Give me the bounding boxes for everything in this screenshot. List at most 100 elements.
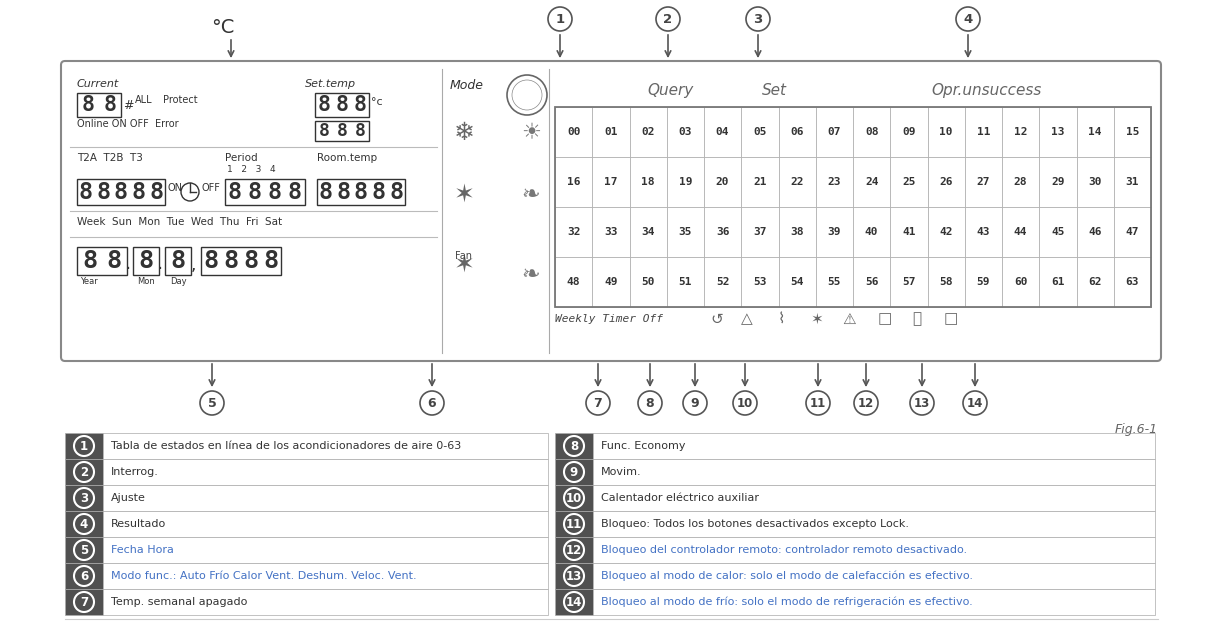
Bar	[593, 537, 1155, 563]
Text: △: △	[741, 312, 753, 327]
Bar	[592, 157, 630, 207]
Text: 1: 1	[555, 12, 565, 26]
Bar	[852, 157, 890, 207]
Text: 41: 41	[903, 227, 916, 237]
Text: 51: 51	[679, 277, 692, 287]
Text: OFF: OFF	[202, 183, 221, 193]
Circle shape	[746, 7, 770, 31]
Text: ⌇: ⌇	[778, 312, 785, 327]
Text: 11: 11	[977, 127, 991, 137]
Bar	[555, 257, 592, 307]
Text: 32: 32	[567, 227, 581, 237]
Text: 07: 07	[828, 127, 841, 137]
Bar	[667, 107, 704, 157]
Circle shape	[963, 391, 987, 415]
Text: .: .	[125, 254, 131, 272]
Text: 30: 30	[1088, 177, 1102, 187]
Bar	[927, 207, 965, 257]
Circle shape	[548, 7, 572, 31]
Text: °c: °c	[371, 97, 383, 107]
Text: 20: 20	[715, 177, 729, 187]
Text: 02: 02	[641, 127, 654, 137]
Text: Set.temp: Set.temp	[305, 79, 356, 89]
Bar	[1076, 257, 1114, 307]
Text: 47: 47	[1125, 227, 1139, 237]
Text: Resultado: Resultado	[111, 519, 166, 529]
Text: Opr.unsuccess: Opr.unsuccess	[932, 83, 1042, 98]
Text: 57: 57	[903, 277, 916, 287]
Text: ⚠: ⚠	[843, 312, 856, 327]
Text: 8: 8	[353, 95, 367, 115]
Bar	[630, 207, 667, 257]
Bar	[555, 511, 593, 537]
Text: Period: Period	[225, 153, 258, 163]
Text: 39: 39	[828, 227, 841, 237]
Circle shape	[564, 488, 585, 508]
Text: 28: 28	[1014, 177, 1027, 187]
Bar	[630, 257, 667, 307]
Bar	[1002, 257, 1040, 307]
Bar	[667, 157, 704, 207]
Bar	[1114, 257, 1151, 307]
Bar	[890, 207, 927, 257]
Text: Ajuste: Ajuste	[111, 493, 146, 503]
Bar	[103, 485, 548, 511]
Circle shape	[564, 514, 585, 534]
Bar	[555, 589, 593, 615]
Bar	[593, 589, 1155, 615]
Bar	[630, 157, 667, 207]
Text: 19: 19	[679, 177, 692, 187]
Text: 56: 56	[865, 277, 878, 287]
Text: Current: Current	[77, 79, 120, 89]
Bar	[555, 157, 592, 207]
Text: 23: 23	[828, 177, 841, 187]
Text: 4: 4	[964, 12, 972, 26]
Text: 8: 8	[319, 180, 333, 204]
Text: 2: 2	[79, 466, 88, 478]
Bar	[1040, 157, 1076, 207]
Bar	[779, 157, 816, 207]
Text: 15: 15	[1125, 127, 1139, 137]
Text: 60: 60	[1014, 277, 1027, 287]
Text: Func. Economy: Func. Economy	[600, 441, 686, 451]
Circle shape	[564, 436, 585, 456]
Bar	[741, 107, 779, 157]
Bar	[816, 107, 852, 157]
Text: 8: 8	[114, 180, 128, 204]
Text: Modo func.: Auto Frío Calor Vent. Deshum. Veloc. Vent.: Modo func.: Auto Frío Calor Vent. Deshum…	[111, 571, 417, 581]
Text: 37: 37	[753, 227, 767, 237]
Circle shape	[656, 7, 680, 31]
Bar	[816, 157, 852, 207]
Circle shape	[586, 391, 610, 415]
Text: 7: 7	[593, 397, 603, 410]
Bar	[965, 207, 1002, 257]
Text: 61: 61	[1051, 277, 1065, 287]
Text: 08: 08	[865, 127, 878, 137]
Text: 2: 2	[663, 12, 673, 26]
Bar	[779, 107, 816, 157]
Circle shape	[564, 462, 585, 482]
Circle shape	[564, 566, 585, 586]
Text: 13: 13	[914, 397, 931, 410]
Circle shape	[75, 488, 94, 508]
Text: 8: 8	[318, 122, 329, 140]
Circle shape	[564, 592, 585, 612]
Bar	[704, 157, 741, 207]
Text: 50: 50	[641, 277, 654, 287]
Text: 8: 8	[106, 249, 122, 273]
Bar	[927, 257, 965, 307]
Text: .: .	[157, 254, 163, 272]
Text: Set: Set	[762, 83, 786, 98]
Bar	[65, 485, 103, 511]
Text: 8: 8	[389, 180, 404, 204]
Bar	[592, 107, 630, 157]
Bar	[165, 247, 191, 275]
Text: 14: 14	[967, 397, 983, 410]
Text: ↺: ↺	[711, 312, 723, 327]
Text: 8: 8	[97, 180, 110, 204]
Text: Bloqueo al modo de calor: solo el modo de calefacción es efectivo.: Bloqueo al modo de calor: solo el modo d…	[600, 571, 974, 582]
Text: 5: 5	[208, 397, 216, 410]
Text: Movim.: Movim.	[600, 467, 642, 477]
Bar	[592, 207, 630, 257]
Bar	[77, 179, 165, 205]
